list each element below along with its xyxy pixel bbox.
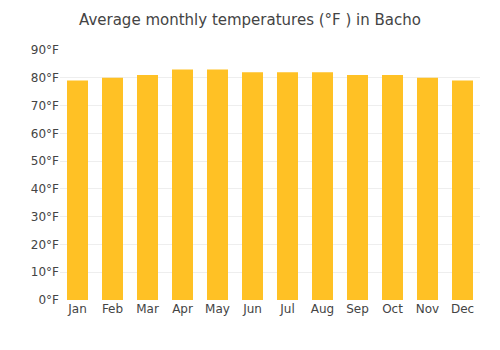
svg-text:Sep: Sep xyxy=(346,302,369,316)
svg-text:70°F: 70°F xyxy=(31,99,59,113)
svg-text:Jan: Jan xyxy=(67,302,87,316)
svg-text:Average monthly temperatures (: Average monthly temperatures (°F ) in Ba… xyxy=(79,11,421,29)
svg-text:30°F: 30°F xyxy=(31,210,59,224)
svg-text:Jul: Jul xyxy=(279,302,294,316)
svg-text:20°F: 20°F xyxy=(31,238,59,252)
svg-text:50°F: 50°F xyxy=(31,154,59,168)
svg-text:Feb: Feb xyxy=(102,302,123,316)
svg-text:Oct: Oct xyxy=(382,302,403,316)
svg-text:10°F: 10°F xyxy=(31,265,59,279)
svg-text:40°F: 40°F xyxy=(31,182,59,196)
svg-text:60°F: 60°F xyxy=(31,127,59,141)
svg-text:90°F: 90°F xyxy=(31,43,59,57)
svg-text:Dec: Dec xyxy=(451,302,474,316)
svg-text:Nov: Nov xyxy=(416,302,439,316)
svg-text:Jun: Jun xyxy=(242,302,262,316)
svg-text:0°F: 0°F xyxy=(38,293,59,307)
svg-text:Mar: Mar xyxy=(136,302,159,316)
svg-text:80°F: 80°F xyxy=(31,71,59,85)
svg-text:Apr: Apr xyxy=(172,302,193,316)
svg-text:May: May xyxy=(205,302,230,316)
svg-text:Aug: Aug xyxy=(311,302,334,316)
